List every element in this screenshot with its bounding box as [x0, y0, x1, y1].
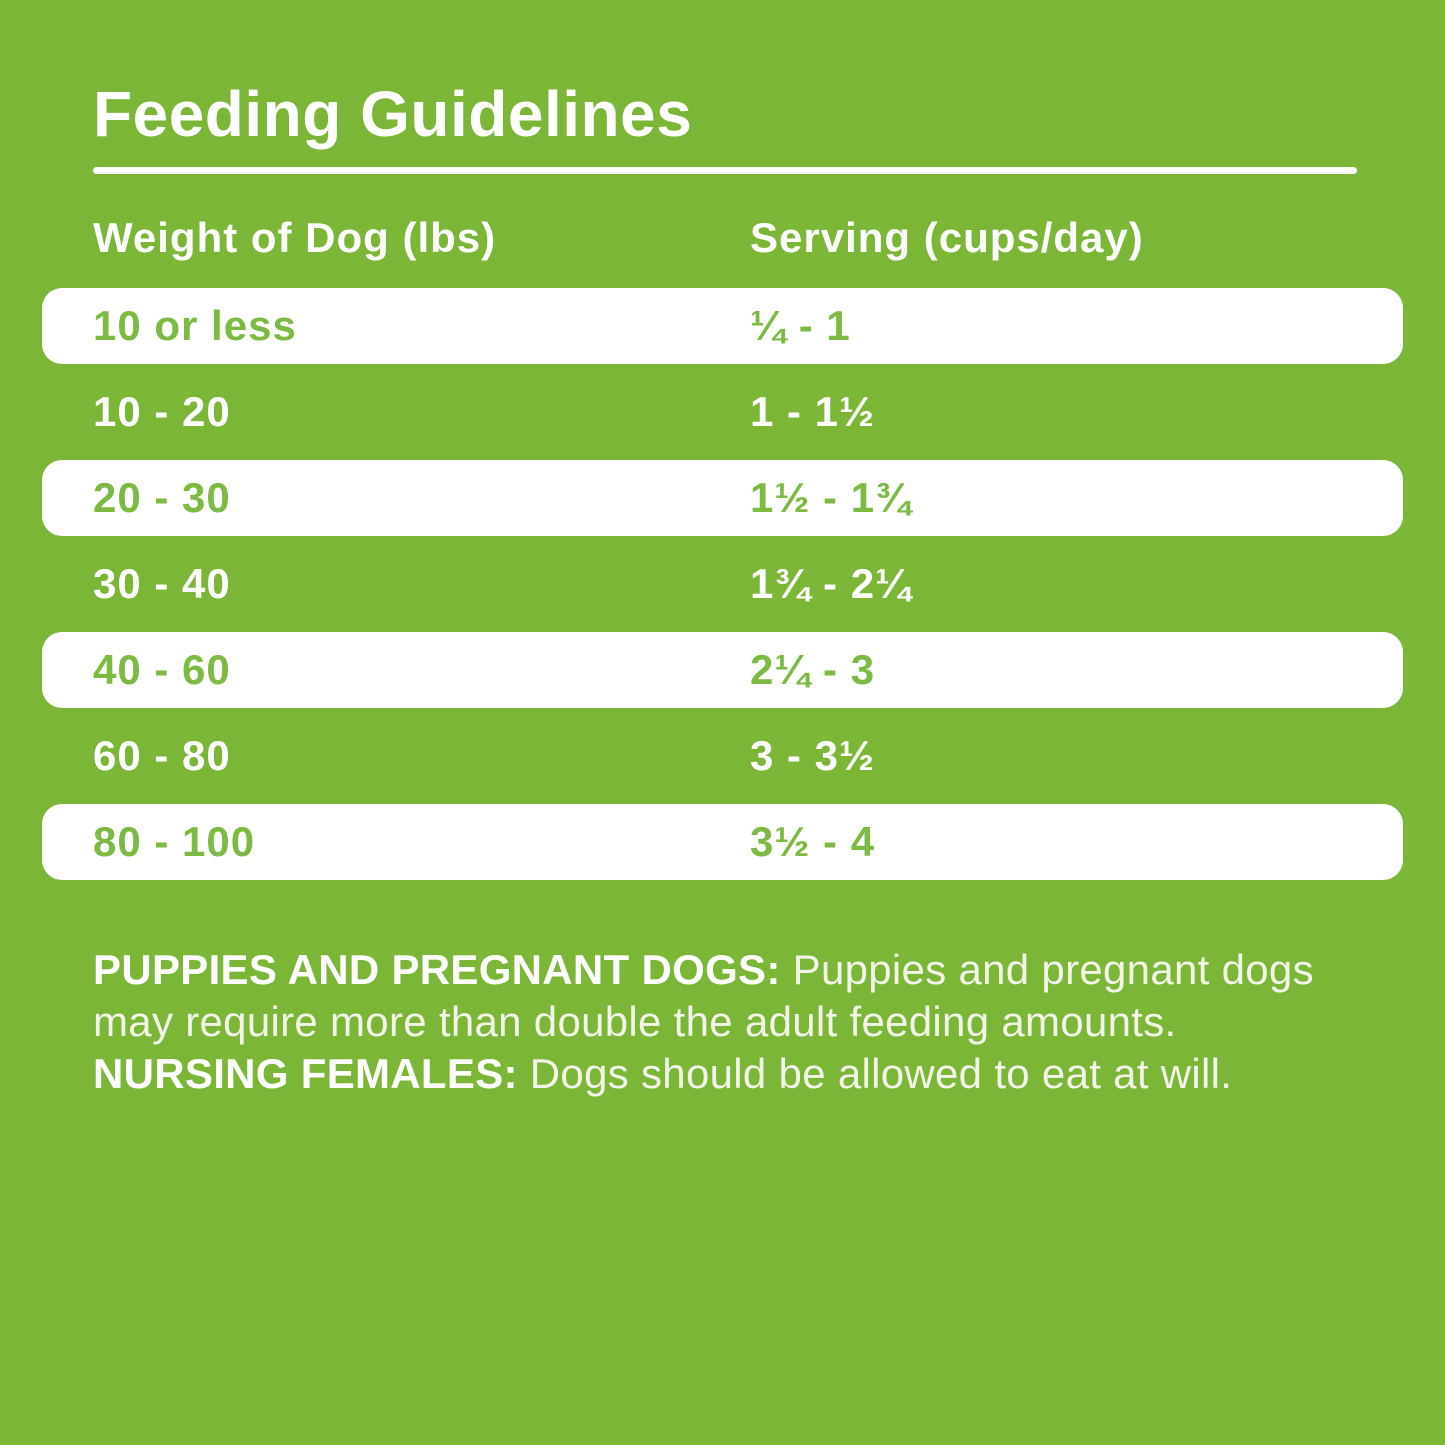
feeding-table: 10 or less ¼ - 1 10 - 20 1 - 1½ 20 - 30 1½ - …: [42, 283, 1403, 885]
table-row: 10 - 20 1 - 1½: [42, 369, 1403, 455]
serving-cell: 1½ - 1¾: [750, 474, 912, 521]
serving-cell: 2¼ - 3: [750, 646, 876, 693]
weight-cell: 30 - 40: [93, 560, 231, 607]
weight-cell: 60 - 80: [93, 732, 231, 779]
weight-cell: 10 or less: [93, 302, 297, 349]
column-header-serving: Serving (cups/day): [750, 214, 1144, 261]
weight-cell: 10 - 20: [93, 388, 231, 435]
table-row: 60 - 80 3 - 3½: [42, 713, 1403, 799]
serving-cell: ¼ - 1: [750, 302, 851, 349]
table-row: 40 - 60 2¼ - 3: [42, 632, 1403, 708]
footnote-text: Puppies and pregnant dogs may require mo…: [93, 946, 1314, 1045]
weight-cell: 80 - 100: [93, 818, 256, 865]
page-title: Feeding Guidelines: [93, 78, 693, 150]
table-row: 10 or less ¼ - 1: [42, 288, 1403, 364]
footnote: PUPPIES AND PREGNANT DOGS: Puppies and p…: [93, 944, 1365, 1100]
weight-cell: 20 - 30: [93, 474, 231, 521]
footnote-text: Dogs should be allowed to eat at will.: [517, 1050, 1233, 1097]
serving-cell: 1¾ - 2¼: [750, 560, 912, 607]
serving-cell: 3½ - 4: [750, 818, 876, 865]
footnote-heading: NURSING FEMALES:: [93, 1050, 518, 1097]
table-column-headers: Weight of Dog (lbs) Serving (cups/day): [93, 217, 1144, 259]
weight-cell: 40 - 60: [93, 646, 231, 693]
title-divider: [93, 167, 1357, 174]
serving-cell: 1 - 1½: [750, 388, 876, 435]
column-header-weight: Weight of Dog (lbs): [93, 214, 497, 261]
table-row: 80 - 100 3½ - 4: [42, 804, 1403, 880]
table-row: 20 - 30 1½ - 1¾: [42, 460, 1403, 536]
serving-cell: 3 - 3½: [750, 732, 876, 779]
footnote-heading: PUPPIES AND PREGNANT DOGS:: [93, 946, 781, 993]
table-row: 30 - 40 1¾ - 2¼: [42, 541, 1403, 627]
